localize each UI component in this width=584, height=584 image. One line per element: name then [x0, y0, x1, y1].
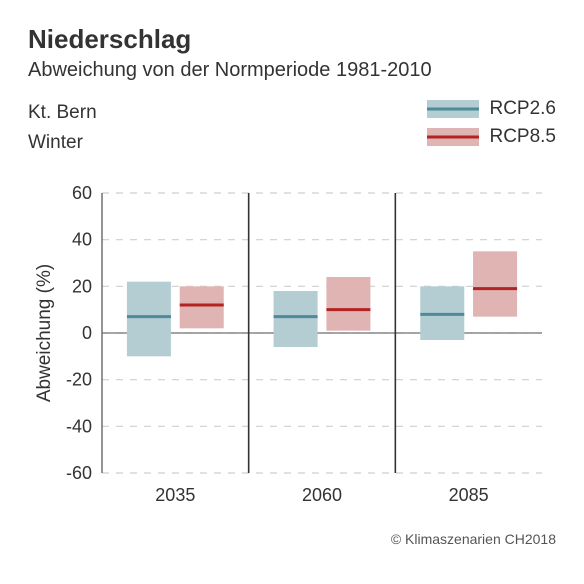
meta-row: Kt. Bern Winter RCP2.6 RCP8.5 — [28, 98, 556, 159]
page-title: Niederschlag — [28, 24, 556, 55]
chart-svg: -60 -40 -20 0 20 40 60 Abweichung (%) 2035 2060 20… — [32, 183, 552, 513]
legend: RCP2.6 RCP8.5 — [427, 98, 556, 148]
meta-season: Winter — [28, 128, 97, 158]
svg-text:2035: 2035 — [155, 485, 195, 505]
legend-label-rcp26: RCP2.6 — [489, 98, 556, 120]
meta-text: Kt. Bern Winter — [28, 98, 97, 159]
svg-text:0: 0 — [82, 323, 92, 343]
chart: -60 -40 -20 0 20 40 60 Abweichung (%) 2035 2060 20… — [32, 183, 552, 513]
svg-text:40: 40 — [72, 229, 92, 249]
legend-item-rcp85: RCP8.5 — [427, 126, 556, 148]
svg-text:-40: -40 — [66, 416, 92, 436]
svg-text:Abweichung (%): Abweichung (%) — [34, 264, 55, 402]
svg-text:-60: -60 — [66, 463, 92, 483]
legend-item-rcp26: RCP2.6 — [427, 98, 556, 120]
svg-text:2060: 2060 — [302, 485, 342, 505]
legend-swatch-rcp85 — [427, 128, 479, 146]
svg-text:2085: 2085 — [449, 485, 489, 505]
page-subtitle: Abweichung von der Normperiode 1981-2010 — [28, 59, 556, 82]
credit: © Klimaszenarien CH2018 — [28, 531, 556, 547]
legend-label-rcp85: RCP8.5 — [489, 126, 556, 148]
legend-swatch-rcp26 — [427, 100, 479, 118]
meta-region: Kt. Bern — [28, 98, 97, 128]
svg-text:-20: -20 — [66, 369, 92, 389]
svg-text:60: 60 — [72, 183, 92, 203]
svg-text:20: 20 — [72, 276, 92, 296]
